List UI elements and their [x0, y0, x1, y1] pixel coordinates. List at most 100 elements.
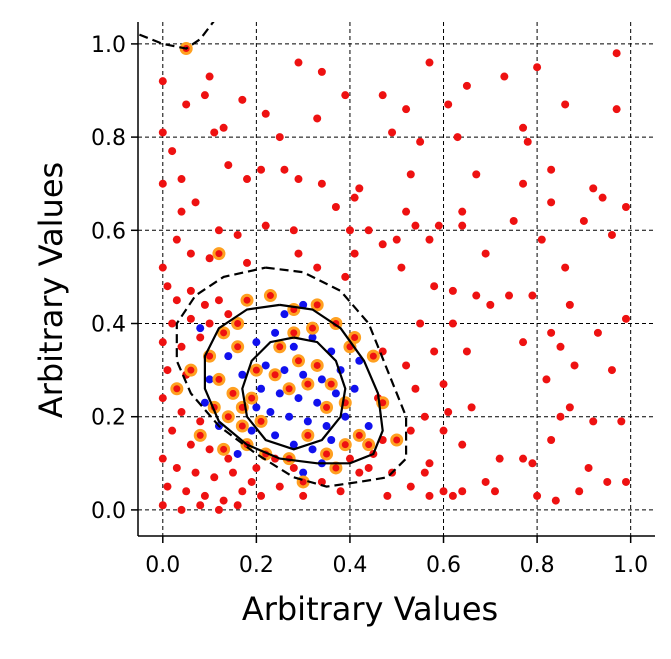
point — [345, 226, 354, 235]
point — [196, 324, 205, 333]
point — [301, 377, 315, 391]
point — [158, 179, 167, 188]
point — [252, 463, 261, 472]
point — [196, 333, 205, 342]
point — [406, 170, 415, 179]
point — [280, 165, 289, 174]
point — [556, 342, 565, 351]
point — [289, 463, 298, 472]
point — [378, 91, 387, 100]
contour-line — [138, 22, 215, 50]
point — [327, 436, 336, 445]
point — [533, 63, 542, 72]
point — [210, 128, 219, 137]
point — [607, 230, 616, 239]
point — [439, 426, 448, 435]
point — [261, 109, 270, 118]
point — [458, 221, 467, 230]
point — [462, 347, 471, 356]
point — [172, 296, 181, 305]
point — [191, 468, 200, 477]
point — [261, 361, 270, 370]
point — [362, 438, 376, 452]
point — [575, 487, 584, 496]
point — [547, 198, 556, 207]
point — [271, 431, 280, 440]
point — [402, 207, 411, 216]
point — [205, 72, 214, 81]
point — [584, 463, 593, 472]
point — [547, 165, 556, 174]
point — [621, 477, 630, 486]
point — [177, 342, 186, 351]
point — [200, 398, 209, 407]
point — [528, 459, 537, 468]
point — [226, 386, 240, 400]
point — [364, 422, 373, 431]
point — [200, 300, 209, 309]
point — [249, 363, 263, 377]
point — [252, 338, 261, 347]
point — [257, 384, 266, 393]
point — [505, 291, 514, 300]
point — [406, 426, 415, 435]
point — [182, 100, 191, 109]
point — [331, 389, 340, 398]
y-tick-label: 0.4 — [91, 313, 126, 338]
point — [565, 403, 574, 412]
point — [221, 410, 235, 424]
point — [589, 417, 598, 426]
point — [439, 380, 448, 389]
point — [481, 249, 490, 258]
x-tick-label: 0.6 — [426, 553, 461, 578]
point — [306, 321, 320, 335]
point — [224, 310, 233, 319]
point — [612, 49, 621, 58]
y-tick-label: 0.0 — [91, 499, 126, 524]
point — [186, 314, 195, 323]
point — [547, 436, 556, 445]
point — [177, 207, 186, 216]
point — [210, 473, 219, 482]
point — [519, 123, 528, 132]
contour-line — [175, 266, 408, 488]
point — [257, 165, 266, 174]
point — [238, 370, 247, 379]
point — [547, 328, 556, 337]
point — [158, 501, 167, 510]
point — [519, 179, 528, 188]
point — [254, 414, 268, 428]
point — [219, 496, 228, 505]
point — [378, 240, 387, 249]
point — [200, 491, 209, 500]
point — [168, 426, 177, 435]
point — [317, 179, 326, 188]
point — [402, 361, 411, 370]
point — [299, 468, 308, 477]
point — [266, 408, 275, 417]
point — [196, 417, 205, 426]
y-tick-label: 0.8 — [91, 126, 126, 151]
point — [224, 161, 233, 170]
point — [434, 221, 443, 230]
point — [294, 394, 303, 403]
point — [205, 254, 214, 263]
point — [589, 184, 598, 193]
point — [196, 501, 205, 510]
point — [271, 328, 280, 337]
point — [252, 403, 261, 412]
point — [308, 445, 317, 454]
point — [509, 216, 518, 225]
point — [299, 370, 308, 379]
point — [158, 77, 167, 86]
point — [205, 445, 214, 454]
point — [317, 375, 326, 384]
point — [322, 422, 331, 431]
point — [205, 319, 214, 328]
point — [219, 123, 228, 132]
point — [172, 463, 181, 472]
point — [598, 193, 607, 202]
point — [200, 91, 209, 100]
y-tick-label: 0.2 — [91, 406, 126, 431]
